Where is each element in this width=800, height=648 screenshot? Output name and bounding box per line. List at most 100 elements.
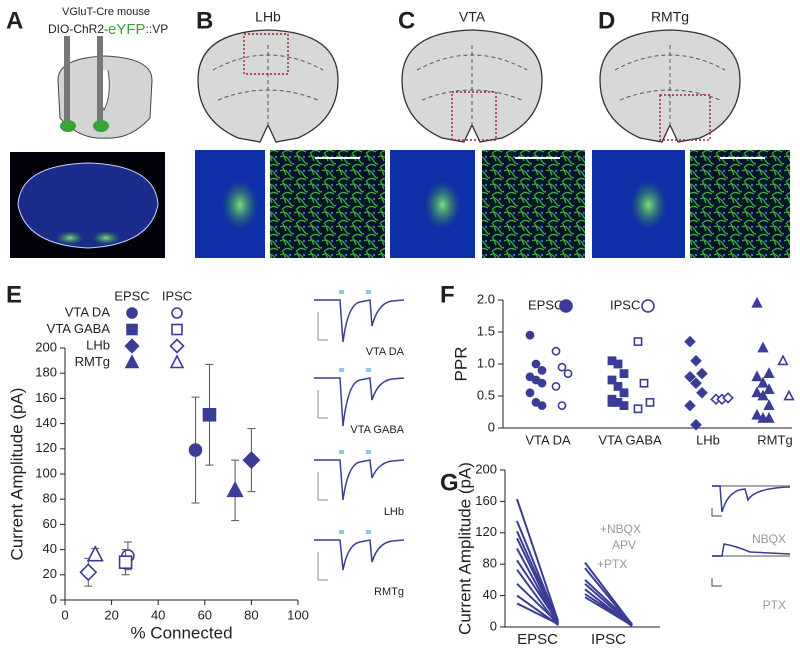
micrograph-high [482, 150, 585, 258]
scale-bar [317, 472, 328, 501]
roi-box [451, 91, 497, 141]
scale-bar [711, 578, 722, 587]
annotation: +PTX [597, 557, 627, 571]
x-axis-label: % Connected [130, 623, 232, 642]
y-axis-label: Current Amplitude (pA) [7, 388, 26, 561]
data-point [557, 401, 567, 410]
paired-line [516, 583, 559, 624]
stim [366, 368, 371, 372]
data-point [763, 383, 775, 394]
paired-line [584, 596, 633, 627]
x-tick-label: 60 [198, 607, 212, 622]
charts: E 0 20 40 60 80 100 120 140 160 180 200 0 20 40 60 80 100… [6, 281, 795, 648]
trace-label: VTA DA [366, 346, 405, 358]
atlas-section [599, 29, 741, 143]
data-point [684, 335, 696, 348]
example-trace [314, 377, 405, 427]
data-point [86, 545, 104, 562]
data-point [531, 359, 541, 369]
y-tick-label: 200 [35, 339, 57, 354]
data-point [607, 375, 617, 385]
y-tick-label: 20 [43, 566, 57, 581]
legend-marker [126, 307, 138, 319]
panel-label: F [440, 281, 455, 308]
data-point [557, 362, 567, 372]
region-title: VTA [459, 9, 486, 25]
paired-line [516, 559, 559, 623]
injection [93, 120, 109, 132]
panel-label: G [440, 469, 459, 496]
panel-label: E [6, 281, 22, 308]
injection [60, 120, 76, 132]
atlas-detail [212, 45, 324, 125]
y-tick-label: 160 [475, 493, 497, 508]
data-point [696, 386, 708, 399]
x-tick-label: VTA DA [525, 432, 571, 447]
data-point [783, 389, 795, 401]
stim [339, 530, 344, 534]
data-point [751, 386, 763, 398]
data-point [202, 407, 217, 422]
label-glow [56, 231, 84, 245]
y-tick-label: 0 [50, 591, 57, 606]
data-point [690, 377, 702, 390]
inset-label: PTX [763, 598, 786, 612]
legend-header: IPSC [162, 288, 192, 303]
label-glow [630, 181, 667, 229]
legend-marker [126, 323, 138, 336]
data-point [757, 376, 769, 388]
trace-label: RMTg [374, 586, 404, 598]
x-tick-label: 100 [287, 607, 309, 622]
inset-trace [712, 485, 791, 513]
data-point [79, 563, 98, 582]
panel-label: A [6, 7, 23, 34]
roi-box [659, 94, 711, 141]
legend-label: VTA GABA [47, 321, 111, 336]
x-tick-label: 40 [151, 607, 165, 622]
data-point [551, 381, 561, 391]
legend-marker [641, 299, 655, 313]
data-point [188, 443, 203, 457]
y-axis-label: Current Amplitude (pA) [455, 462, 474, 635]
y-tick-label: 100 [35, 465, 57, 480]
y-tick-label: 60 [43, 516, 57, 531]
legend-marker [124, 354, 140, 369]
y-tick-label: 200 [475, 461, 497, 476]
y-tick-label: 140 [35, 415, 57, 430]
example-trace [314, 539, 405, 571]
atlas-detail [416, 45, 528, 125]
data-point [525, 330, 535, 340]
x-tick-label: IPSC [591, 631, 626, 648]
x-tick-label: 80 [244, 607, 258, 622]
paired-line [584, 593, 633, 626]
data-point [537, 401, 547, 410]
stim [366, 530, 371, 534]
y-tick-label: 40 [483, 587, 497, 602]
legend-label: VTA DA [65, 304, 111, 319]
data-point [537, 378, 547, 388]
data-point [613, 359, 623, 369]
stim [339, 450, 344, 454]
panel-label: D [598, 7, 615, 34]
fiber [97, 36, 103, 126]
fiber [64, 36, 70, 126]
data-point [777, 354, 789, 366]
legend-marker [169, 338, 185, 354]
y-tick-label: 0 [490, 618, 497, 633]
paired-line [516, 498, 559, 622]
legend-label: LHb [86, 337, 110, 352]
panel-label: B [196, 7, 213, 34]
data-point [751, 370, 763, 382]
data-point [690, 418, 702, 431]
data-point [226, 480, 244, 498]
data-point [613, 381, 623, 391]
inset-label: NBQX [752, 532, 786, 546]
region-title: RMTg [651, 9, 689, 25]
data-point [639, 378, 649, 388]
y-tick-label: 160 [35, 390, 57, 405]
stim [339, 290, 344, 294]
legend-marker [559, 299, 573, 313]
scale-bar [317, 390, 328, 419]
y-tick-label: 80 [43, 491, 57, 506]
